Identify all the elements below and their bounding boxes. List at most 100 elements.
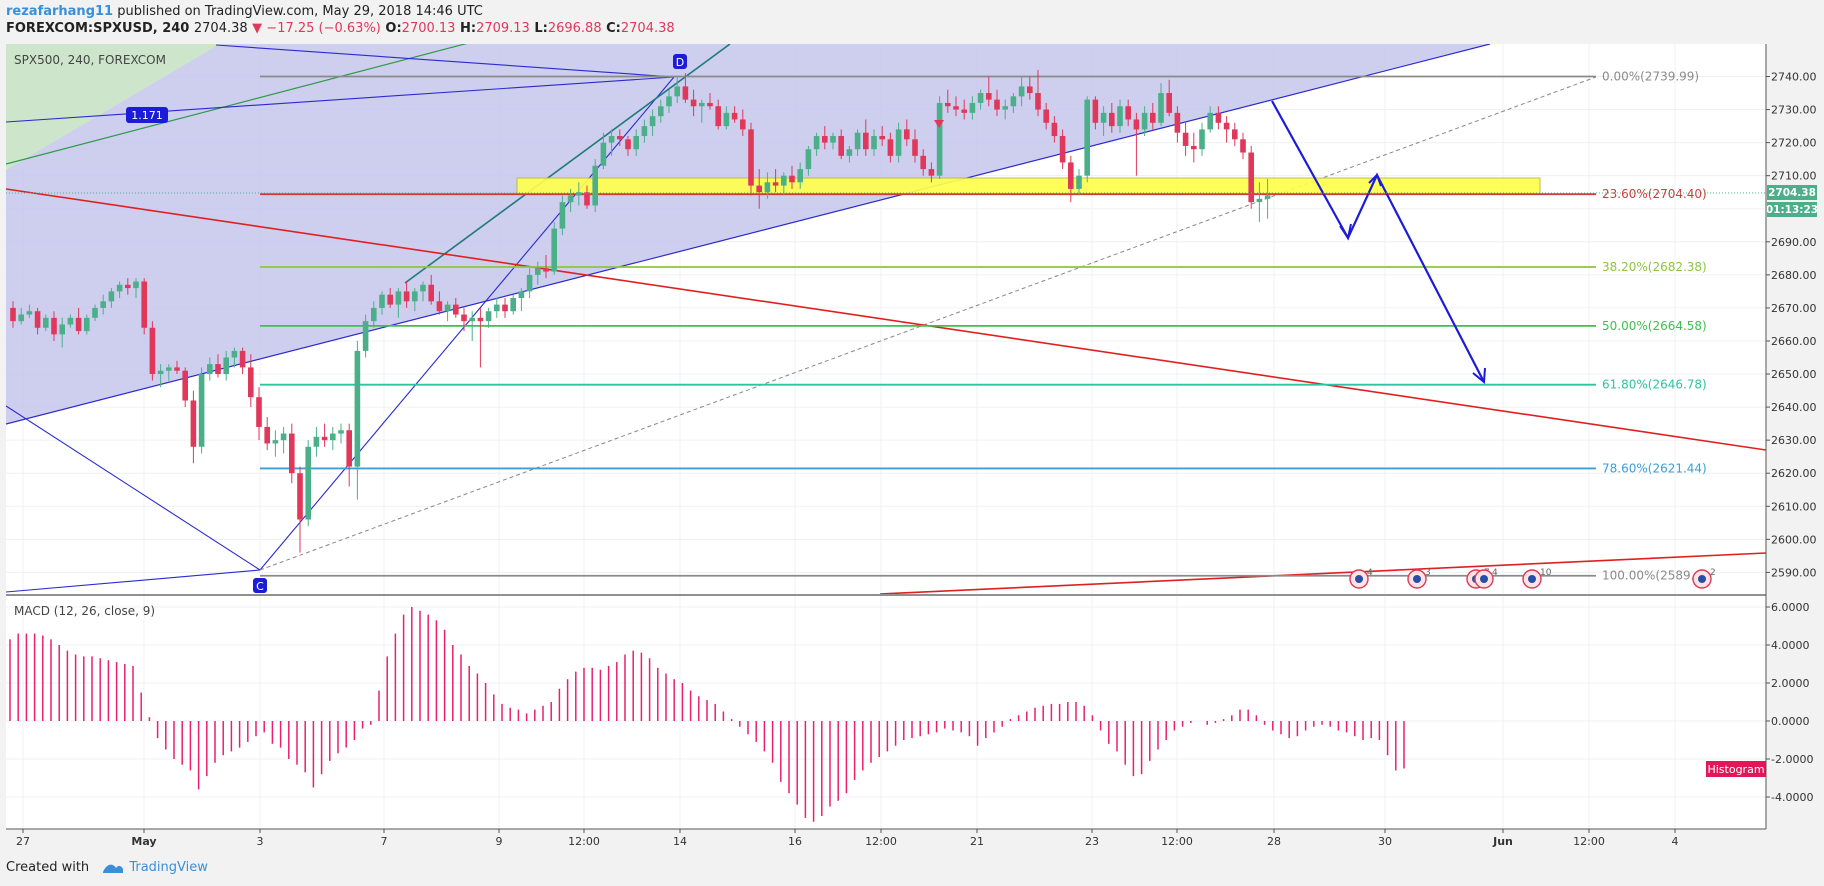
price-tick-label: 2720.00 <box>1771 137 1817 150</box>
candle-body <box>264 426 270 444</box>
candle-body <box>256 397 262 427</box>
candle-body <box>166 367 172 371</box>
chart-canvas[interactable]: 0.00%(2739.99) 23.60%(2704.40) 38.20%(2682… <box>0 0 1824 856</box>
fib-level-label: 50.00%(2664.58) <box>1602 319 1707 333</box>
pattern-label-c: C <box>253 578 267 593</box>
candle-body <box>1084 99 1090 176</box>
high-value: 2709.13 <box>476 21 530 36</box>
candle-body <box>1191 145 1197 150</box>
candle-body <box>75 317 82 332</box>
candle-body <box>699 102 705 107</box>
candle-body <box>1100 112 1107 123</box>
candle-body <box>67 317 74 325</box>
high-label: H: <box>459 21 477 36</box>
candle-body <box>133 281 139 289</box>
price-tick-label: 2740.00 <box>1771 71 1817 84</box>
candle-body <box>707 102 713 107</box>
time-tick-label: 12:00 <box>1161 835 1193 848</box>
channel-line <box>404 44 731 284</box>
time-tick-label: 12:00 <box>568 835 600 848</box>
red-resistance-line <box>6 188 1766 451</box>
candle-body <box>887 139 894 156</box>
time-tick-label: 12:00 <box>1573 835 1605 848</box>
candle-body <box>912 139 918 156</box>
publish-line: rezafarhang11 published on TradingView.c… <box>6 4 483 19</box>
candle-body <box>1248 152 1254 203</box>
time-tick-label: 30 <box>1378 835 1392 848</box>
candle-body <box>682 86 689 100</box>
time-tick-label: 7 <box>381 835 388 848</box>
candle-body <box>1207 112 1213 130</box>
candle-body <box>346 430 352 467</box>
candle-body <box>190 400 197 447</box>
candle-body <box>772 182 779 186</box>
sell-marker <box>934 120 944 128</box>
low-value: 2696.88 <box>547 21 602 36</box>
candle-body <box>748 129 754 186</box>
histogram-legend: Histogram <box>1706 761 1766 777</box>
macd-pane[interactable] <box>6 596 1766 829</box>
candle-body <box>945 102 951 107</box>
candle-body <box>576 192 582 196</box>
open-label: O: <box>385 21 402 36</box>
candle-body <box>239 350 246 368</box>
candle-body <box>174 367 180 371</box>
candle-body <box>1043 109 1049 123</box>
candle-body <box>625 139 631 150</box>
candle-body <box>649 116 656 127</box>
candle-body <box>1068 162 1074 189</box>
macd-tick-label: -4.0000 <box>1771 791 1813 804</box>
time-tick-label: 16 <box>788 835 802 848</box>
svg-text:1.171: 1.171 <box>131 109 163 122</box>
candle-body <box>1223 122 1230 130</box>
price-tick-label: 2640.00 <box>1771 401 1817 414</box>
candle-body <box>141 281 147 328</box>
fib-level-label: 0.00%(2739.99) <box>1602 70 1699 84</box>
candle-body <box>1133 119 1140 130</box>
svg-text:2704.38: 2704.38 <box>1768 187 1816 199</box>
candle-body <box>822 136 828 143</box>
candle-body <box>223 357 229 375</box>
tradingview-logo-icon <box>103 864 124 873</box>
created-with-label: Created with <box>6 860 90 875</box>
fib-level-label: 61.80%(2646.78) <box>1602 378 1707 392</box>
candle-body <box>395 291 402 305</box>
candle-body <box>1117 106 1123 127</box>
candle-body <box>928 169 935 176</box>
footer: Created with TradingView <box>6 860 208 875</box>
fib-level-label: 78.60%(2621.44) <box>1602 461 1707 475</box>
symbol-label: FOREXCOM:SPXUSD, 240 <box>6 21 190 36</box>
candle-body <box>559 202 566 229</box>
open-value: 2700.13 <box>401 21 456 36</box>
candle-body <box>715 106 721 127</box>
time-tick-label: 23 <box>1085 835 1099 848</box>
economic-events[interactable]: 4374102 <box>1349 568 1716 589</box>
macd-scale[interactable]: 6.0000 4.0000 2.0000 0.0000 -2.0000 -4.0000 <box>1766 601 1813 804</box>
author-link[interactable]: rezafarhang11 <box>6 4 114 19</box>
candle-body <box>59 324 65 335</box>
candle-body <box>108 291 115 302</box>
price-tick-label: 2630.00 <box>1771 434 1817 447</box>
xc-leg <box>6 569 261 593</box>
candle-body <box>838 136 844 156</box>
projection-arrows <box>1271 100 1485 383</box>
tradingview-brand[interactable]: TradingView <box>129 860 208 875</box>
candle-body <box>330 433 336 441</box>
candle-body <box>551 228 557 272</box>
price-scale[interactable]: 2590.00 2600.00 2610.00 2620.00 2630.00 2640.… <box>1766 71 1817 580</box>
candle-body <box>1174 112 1181 133</box>
candle-body <box>797 169 803 183</box>
candle-body <box>1141 112 1148 130</box>
candle-body <box>1010 96 1017 107</box>
candle-body <box>18 314 24 322</box>
time-scale[interactable]: 27 May 3 7 9 12:00 14 16 12:00 21 23 12:00 28 30 Jun 12… <box>16 829 1679 848</box>
svg-text:D: D <box>676 56 684 69</box>
candle-body <box>1199 129 1205 150</box>
candle-body <box>1166 93 1172 113</box>
candle-body <box>871 136 877 150</box>
last-price: 2704.38 <box>193 21 248 36</box>
price-pane-title: SPX500, 240, FOREXCOM <box>14 53 166 67</box>
fib-trend-line <box>259 76 1597 571</box>
candle-body <box>1232 129 1238 140</box>
candle-body <box>977 93 984 103</box>
